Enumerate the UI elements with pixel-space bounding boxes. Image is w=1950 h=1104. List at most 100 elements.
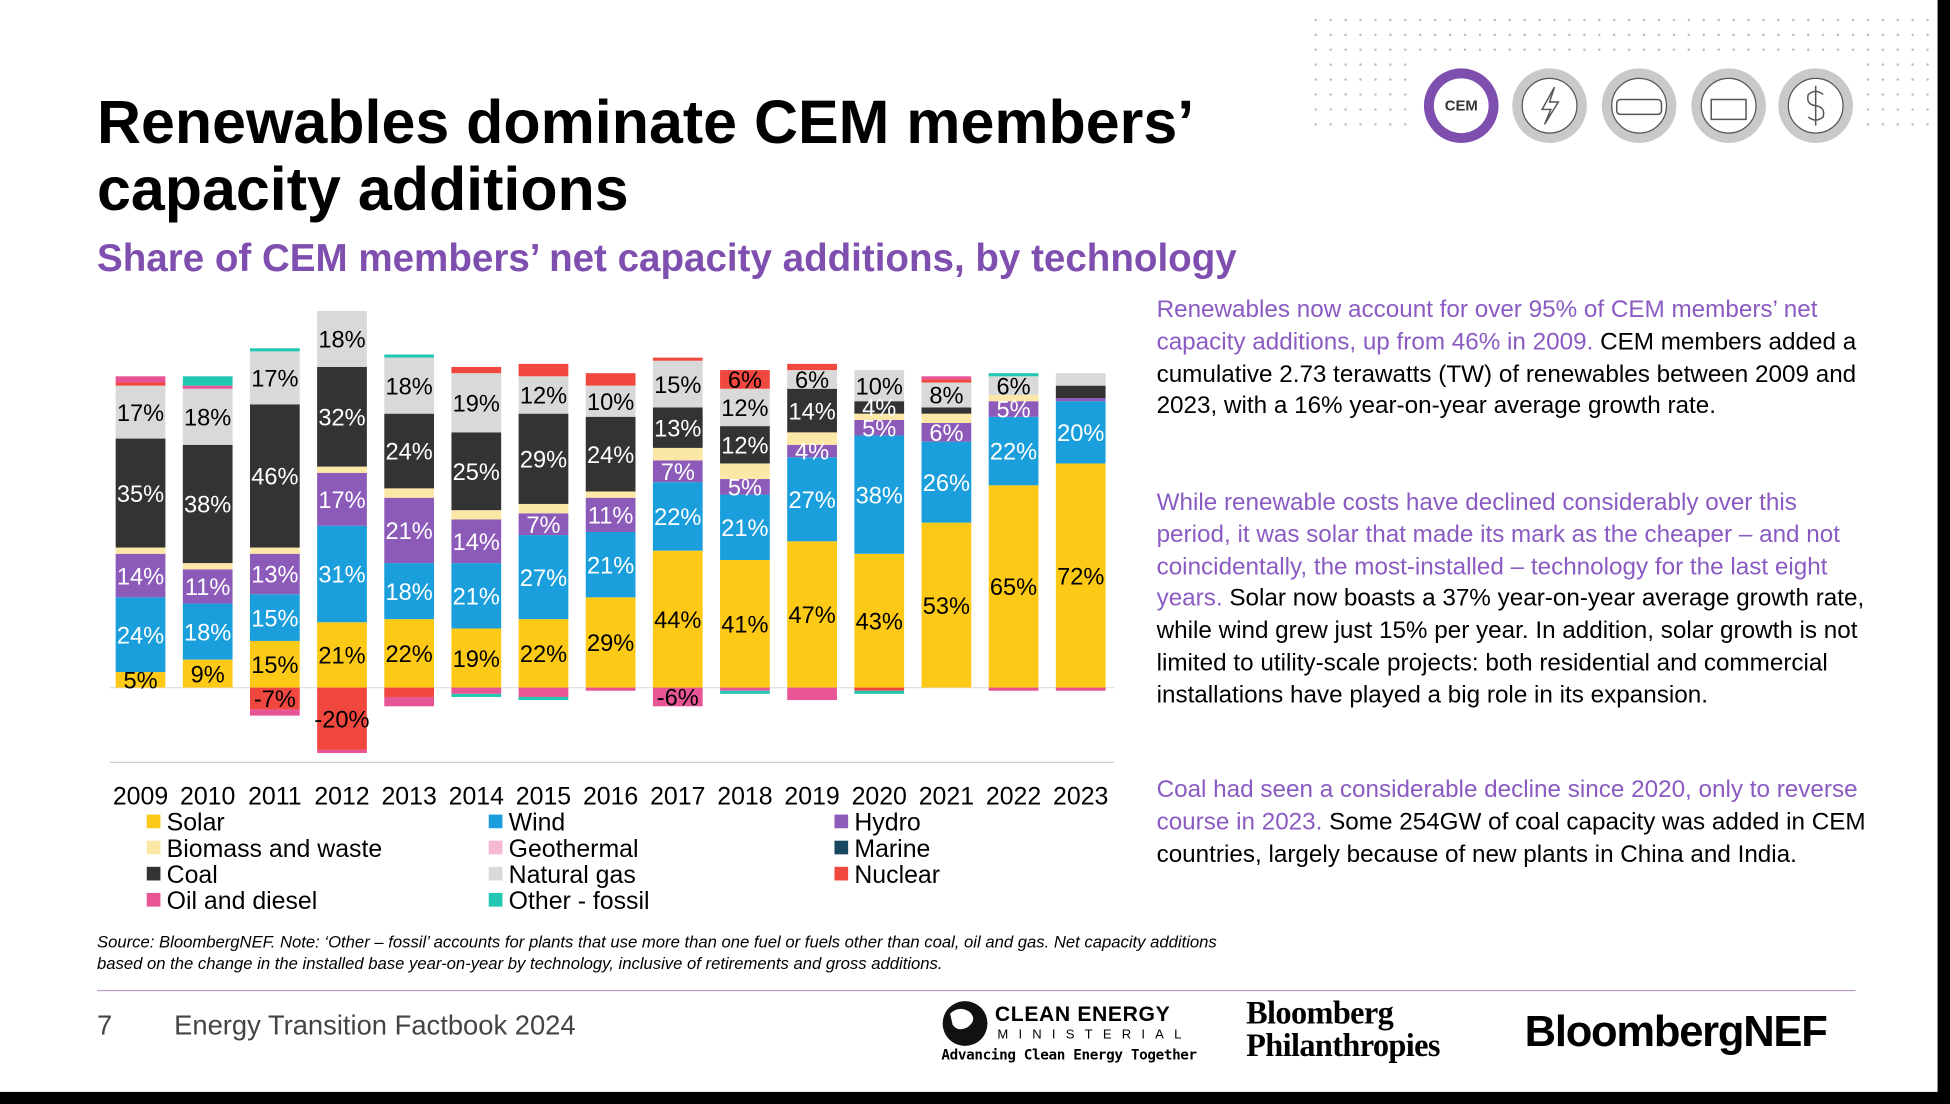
bar-segment	[988, 376, 1039, 395]
bar-segment	[585, 531, 636, 598]
dot	[1463, 48, 1467, 51]
bar-segment	[249, 351, 300, 405]
dot	[1792, 48, 1795, 51]
dot	[1314, 123, 1317, 126]
data-label: 12%	[721, 396, 768, 422]
dot	[1448, 48, 1452, 51]
dot	[1583, 33, 1586, 37]
dot	[1762, 33, 1765, 37]
bar-segment	[451, 628, 502, 688]
bar-segment	[720, 479, 770, 495]
icon-dollar	[1807, 85, 1825, 126]
bar-segment	[384, 488, 435, 498]
data-label: 18%	[386, 374, 433, 400]
data-label: 19%	[453, 647, 500, 673]
body: CEM members added a cumulative 2.73 tera…	[1156, 328, 1857, 420]
bar-segment	[652, 447, 703, 461]
dot	[1821, 33, 1825, 37]
dot	[1389, 123, 1392, 126]
bar-segment	[384, 696, 435, 707]
dot	[1702, 18, 1706, 22]
data-label: 11%	[588, 504, 634, 530]
dot	[1359, 93, 1362, 96]
bar-segment	[787, 687, 837, 701]
dot	[1687, 18, 1691, 22]
bar-segment	[451, 563, 502, 629]
dot	[1314, 18, 1317, 22]
bar-segment	[921, 376, 972, 380]
dot	[1896, 63, 1900, 66]
legend-label: Geothermal	[509, 835, 639, 863]
dot	[1866, 78, 1870, 81]
dot	[1418, 33, 1422, 37]
data-label: 9%	[191, 662, 225, 688]
bar-segment	[720, 388, 770, 427]
bar-segment	[921, 382, 972, 408]
dot	[1911, 123, 1914, 126]
legend-label: Wind	[509, 809, 566, 837]
dot	[1911, 93, 1914, 96]
dot	[1851, 18, 1855, 22]
dot	[1418, 18, 1422, 22]
chart-title: Share of CEM members’ net capacity addit…	[97, 236, 1237, 280]
header-icons: CEM	[1423, 68, 1853, 144]
bar-segment	[787, 457, 837, 542]
dot	[1866, 123, 1870, 126]
bar-segment	[854, 419, 905, 436]
x-tick-label: 2020	[852, 783, 907, 811]
bar-segment	[518, 696, 569, 701]
dot	[1329, 93, 1332, 96]
bar-segment	[585, 491, 636, 498]
dot	[1717, 33, 1720, 37]
x-tick-label: 2011	[248, 783, 301, 811]
dot	[1836, 48, 1840, 51]
data-label: 18%	[184, 620, 231, 646]
bar-segment	[182, 388, 233, 445]
dot	[1374, 33, 1377, 37]
dot	[1657, 33, 1661, 37]
bar-segment	[115, 382, 166, 386]
dot	[1344, 123, 1347, 126]
commentary: Coal had seen a considerable decline sin…	[1157, 775, 1868, 871]
dot	[1583, 18, 1586, 22]
data-label: 35%	[117, 482, 164, 508]
data-label: 18%	[318, 328, 365, 354]
dot	[1553, 33, 1556, 37]
bar-segment	[585, 497, 636, 532]
dot	[1493, 33, 1497, 37]
data-label: 6%	[929, 421, 963, 447]
data-label: 6%	[728, 368, 762, 394]
commentary: While renewable costs have declined cons…	[1157, 487, 1868, 712]
data-label: 10%	[856, 374, 903, 400]
bar-segment	[115, 597, 166, 673]
data-label: 4%	[862, 396, 896, 422]
bar-segment	[921, 407, 972, 414]
bar-segment	[249, 687, 300, 710]
dot	[1553, 48, 1556, 51]
bar-segment	[854, 687, 905, 691]
data-label: 10%	[587, 390, 634, 416]
dot	[1762, 18, 1765, 22]
dot	[1389, 78, 1392, 81]
data-label: 21%	[721, 516, 768, 542]
dot	[1598, 48, 1601, 51]
x-tick-label: 2012	[314, 783, 369, 811]
bar-segment	[182, 563, 233, 570]
dot	[1926, 93, 1929, 96]
title-line: Renewables dominate CEM members’	[97, 89, 1195, 157]
data-label: 47%	[788, 603, 835, 629]
dot	[1687, 48, 1691, 51]
dot	[1866, 108, 1870, 111]
data-label: 26%	[923, 471, 970, 497]
x-tick-label: 2018	[717, 783, 772, 811]
bar-segment	[182, 569, 233, 604]
bar-segment	[1055, 401, 1106, 464]
legend-swatch	[146, 866, 161, 881]
dot	[1314, 93, 1317, 96]
bar-segment	[317, 310, 367, 367]
dot	[1538, 33, 1541, 37]
data-label: 32%	[318, 405, 365, 431]
bar-segment	[787, 432, 837, 445]
dot	[1747, 48, 1750, 51]
dot	[1329, 123, 1332, 126]
